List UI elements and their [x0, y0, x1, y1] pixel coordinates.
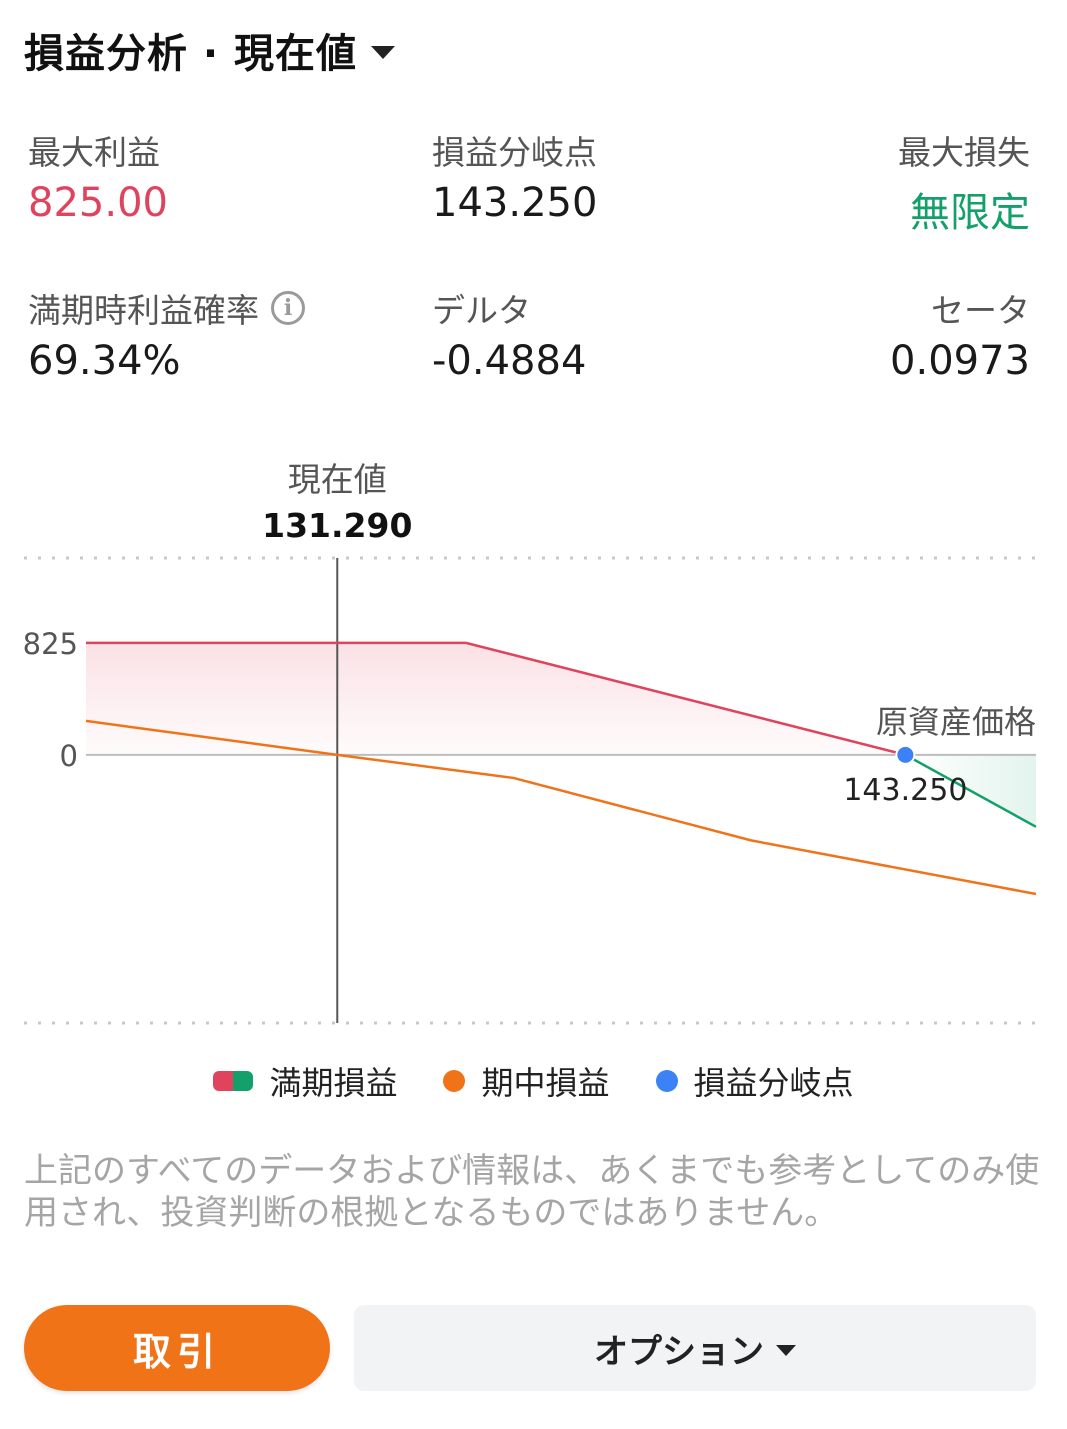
legend-label: 期中損益 — [481, 1064, 610, 1102]
legend-label: 満期損益 — [269, 1064, 398, 1102]
stat-value: 69.34% — [28, 338, 181, 384]
stat-prob-profit: 満期時利益確率 i 69.34% — [28, 284, 305, 384]
stat-breakeven: 損益分岐点 143.250 — [432, 126, 597, 226]
header[interactable]: 損益分析 · 現在値 — [24, 20, 396, 80]
stat-label: 損益分岐点 — [432, 133, 597, 172]
info-icon[interactable]: i — [271, 291, 305, 325]
legend-dot-breakeven — [655, 1070, 678, 1092]
disclaimer: 上記のすべてのデータおよび情報は、あくまでも参考としてのみ使用され、投資判断の根… — [24, 1151, 1040, 1233]
trade-button[interactable]: 取引 — [24, 1305, 330, 1391]
stat-label: デルタ — [432, 291, 531, 330]
stat-value: 825.00 — [28, 180, 168, 226]
chevron-down-icon — [776, 1344, 796, 1356]
breakeven-label: 143.250 — [843, 773, 967, 808]
chart-legend: 満期損益 期中損益 損益分岐点 — [0, 1058, 1067, 1104]
stat-max-loss: 最大損失 無限定 — [898, 126, 1030, 238]
stat-max-profit: 最大利益 825.00 — [28, 126, 168, 226]
stat-label: 満期時利益確率 — [28, 291, 259, 330]
options-button[interactable]: オプション — [354, 1305, 1036, 1391]
stat-value: 143.250 — [432, 180, 598, 226]
current-price-value: 131.290 — [262, 506, 412, 545]
legend-label: 損益分岐点 — [693, 1064, 854, 1102]
expiry-pnl-line-loss — [904, 753, 1037, 828]
stat-delta: デルタ -0.4884 — [432, 284, 586, 384]
pnl-chart[interactable]: 現在値 131.290 825 0 原資産価格 143.250 — [0, 440, 1067, 1040]
stat-value: -0.4884 — [432, 338, 587, 384]
x-axis-label: 原資産価格 — [876, 703, 1036, 741]
legend-dot-interim — [443, 1070, 466, 1092]
legend-breakeven[interactable]: 損益分岐点 — [655, 1058, 854, 1104]
legend-expiry[interactable]: 満期損益 — [213, 1058, 397, 1104]
y-tick-label: 0 — [60, 739, 78, 773]
legend-swatch-expiry — [213, 1071, 254, 1091]
chevron-down-icon[interactable] — [371, 45, 396, 59]
stat-label: 最大損失 — [898, 133, 1030, 172]
expiry-pnl-line-profit — [86, 641, 906, 757]
current-price-label: 現在値 — [288, 460, 387, 499]
stat-label: セータ — [931, 291, 1030, 330]
stat-theta: セータ 0.0973 — [890, 284, 1030, 384]
breakeven-point — [895, 744, 916, 765]
legend-interim[interactable]: 期中損益 — [443, 1058, 610, 1104]
stat-value: 0.0973 — [890, 338, 1030, 384]
page-title: 損益分析 · 現在値 — [24, 31, 358, 77]
options-label: オプション — [594, 1331, 764, 1372]
stat-value: 無限定 — [910, 190, 1030, 236]
profit-area — [86, 642, 906, 755]
stat-label: 最大利益 — [28, 133, 160, 172]
interim-pnl-line — [85, 719, 1037, 896]
y-tick-label: 825 — [23, 627, 78, 661]
